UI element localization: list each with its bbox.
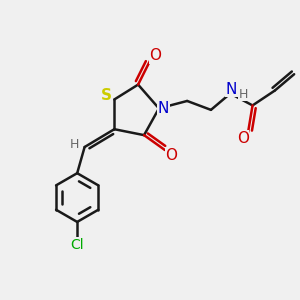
Text: O: O	[149, 48, 161, 63]
Text: H: H	[70, 138, 79, 151]
Text: O: O	[237, 131, 249, 146]
Text: N: N	[158, 101, 169, 116]
Text: Cl: Cl	[70, 238, 84, 252]
Text: N: N	[226, 82, 237, 97]
Text: H: H	[239, 88, 248, 100]
Text: O: O	[165, 148, 177, 163]
Text: S: S	[100, 88, 112, 104]
